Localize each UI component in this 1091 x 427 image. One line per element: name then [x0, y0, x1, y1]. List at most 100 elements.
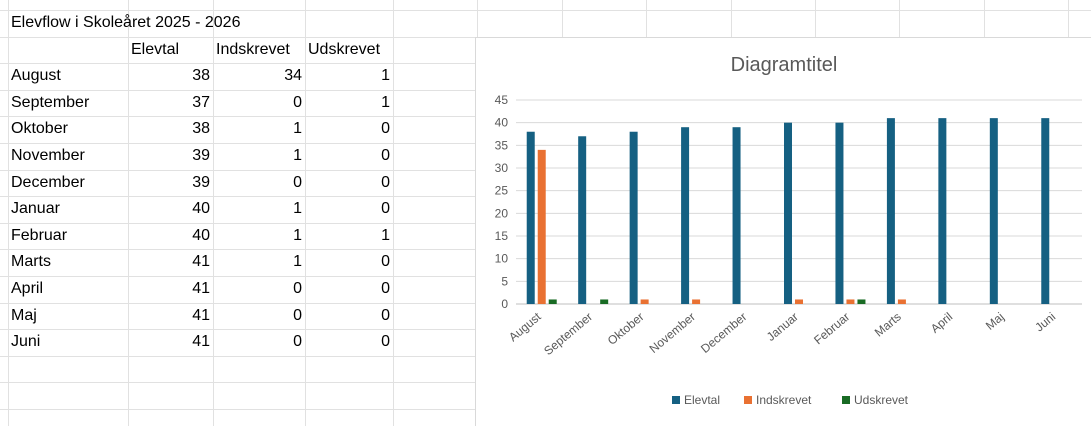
y-tick-label: 10: [495, 252, 509, 266]
bar-elevtal: [835, 122, 844, 305]
month-cell[interactable]: December: [11, 173, 85, 191]
value-cell[interactable]: 0: [381, 200, 390, 218]
value-cell[interactable]: 0: [381, 147, 390, 164]
value-cell[interactable]: 0: [381, 173, 390, 191]
x-tick-label: Januar: [764, 310, 801, 344]
value-cell[interactable]: 0: [381, 120, 390, 138]
bar-elevtal: [526, 131, 535, 304]
month-cell[interactable]: September: [11, 93, 90, 111]
value-cell[interactable]: 41: [192, 333, 210, 351]
bar-indskrevet: [795, 299, 803, 304]
legend-label: Indskrevet: [756, 393, 812, 407]
value-cell[interactable]: 1: [293, 253, 302, 271]
bar-udskrevet: [600, 299, 609, 304]
value-cell[interactable]: 0: [381, 280, 390, 297]
column-header-cell[interactable]: Elevtal: [131, 40, 180, 58]
y-tick-label: 30: [495, 161, 509, 175]
x-tick-label: Maj: [983, 310, 1007, 333]
chart-svg: Diagramtitel 0 5 10 15 20 25 30 35 40 45 AugustSept…: [495, 54, 1082, 407]
month-cell[interactable]: Oktober: [11, 120, 68, 138]
value-cell[interactable]: 37: [192, 93, 210, 111]
bar-elevtal: [681, 127, 690, 304]
x-tick-label: December: [698, 310, 749, 356]
grid-column-line: [8, 0, 9, 426]
month-cell[interactable]: Marts: [11, 253, 51, 271]
bar-elevtal: [1041, 118, 1050, 304]
column-header-cell[interactable]: Indskrevet: [216, 40, 290, 58]
y-tick-label: 15: [495, 229, 509, 243]
grid-column-line: [393, 0, 394, 426]
month-cell[interactable]: Juni: [11, 333, 41, 351]
y-tick-label: 35: [495, 138, 509, 152]
value-cell[interactable]: 0: [293, 333, 302, 351]
value-cell[interactable]: 0: [293, 173, 302, 191]
value-cell[interactable]: 41: [192, 306, 210, 324]
value-cell[interactable]: 39: [192, 147, 210, 164]
bar-indskrevet: [897, 299, 906, 304]
value-cell[interactable]: 40: [192, 226, 210, 244]
x-tick-label: August: [506, 309, 544, 344]
bar-indskrevet: [692, 299, 701, 304]
value-cell[interactable]: 0: [293, 306, 302, 324]
legend-swatch-indskrevet: [744, 396, 752, 404]
bar-indskrevet: [537, 149, 546, 304]
legend-swatch-udskrevet: [842, 396, 850, 404]
month-cell[interactable]: Februar: [11, 226, 68, 244]
sheet-title-cell[interactable]: Elevflow i Skoleåret 2025 - 2026: [11, 14, 241, 31]
month-cell[interactable]: November: [11, 147, 85, 164]
y-tick-label: 20: [495, 206, 509, 220]
value-cell[interactable]: 40: [192, 200, 210, 218]
bar-udskrevet: [857, 299, 866, 304]
y-tick-label: 0: [501, 297, 508, 311]
grid-column-line: [128, 0, 129, 426]
value-cell[interactable]: 0: [381, 253, 390, 271]
x-tick-label: November: [647, 310, 698, 356]
value-cell[interactable]: 0: [381, 333, 390, 351]
y-tick-label: 40: [495, 116, 509, 130]
value-cell[interactable]: 38: [192, 120, 210, 138]
bar-indskrevet: [640, 299, 649, 304]
legend-label: Udskrevet: [854, 393, 909, 407]
value-cell[interactable]: 0: [381, 306, 390, 324]
value-cell[interactable]: 0: [293, 280, 302, 297]
bar-elevtal: [732, 127, 741, 304]
value-cell[interactable]: 41: [192, 253, 210, 271]
month-cell[interactable]: August: [11, 67, 61, 85]
x-tick-label: Oktober: [605, 310, 647, 348]
legend-swatch-elevtal: [672, 396, 680, 404]
value-cell[interactable]: 1: [293, 226, 302, 244]
x-tick-label: Marts: [872, 310, 904, 340]
bar-elevtal: [629, 131, 638, 304]
bar-elevtal: [938, 118, 947, 304]
value-cell[interactable]: 0: [293, 93, 302, 111]
value-cell[interactable]: 1: [381, 93, 390, 111]
y-tick-label: 25: [495, 184, 509, 198]
x-tick-label: April: [928, 310, 955, 336]
value-cell[interactable]: 1: [293, 120, 302, 138]
y-tick-label: 5: [501, 274, 508, 288]
grid-column-line: [213, 0, 214, 426]
bar-elevtal: [784, 122, 792, 305]
value-cell[interactable]: 38: [192, 67, 210, 85]
month-cell[interactable]: April: [11, 280, 44, 297]
x-tick-label: Februar: [811, 310, 852, 348]
column-header-cell[interactable]: Udskrevet: [308, 40, 381, 58]
value-cell[interactable]: 1: [381, 67, 390, 85]
value-cell[interactable]: 1: [293, 147, 302, 164]
month-cell[interactable]: Maj: [11, 306, 37, 324]
value-cell[interactable]: 41: [192, 280, 210, 297]
bar-elevtal: [989, 118, 998, 304]
bar-chart[interactable]: Diagramtitel 0 5 10 15 20 25 30 35 40 45 August Sept…: [475, 37, 1091, 426]
bar-elevtal: [578, 136, 587, 304]
bar-elevtal: [886, 118, 895, 304]
bar-indskrevet: [846, 299, 855, 304]
value-cell[interactable]: 39: [192, 173, 210, 191]
value-cell[interactable]: 1: [293, 200, 302, 218]
value-cell[interactable]: 34: [284, 67, 302, 85]
grid-row-line: [0, 10, 1091, 11]
month-cell[interactable]: Januar: [11, 200, 60, 218]
bar-udskrevet: [548, 299, 557, 304]
x-tick-label: September: [541, 310, 595, 358]
grid-column-line: [305, 0, 306, 426]
value-cell[interactable]: 1: [381, 226, 390, 244]
